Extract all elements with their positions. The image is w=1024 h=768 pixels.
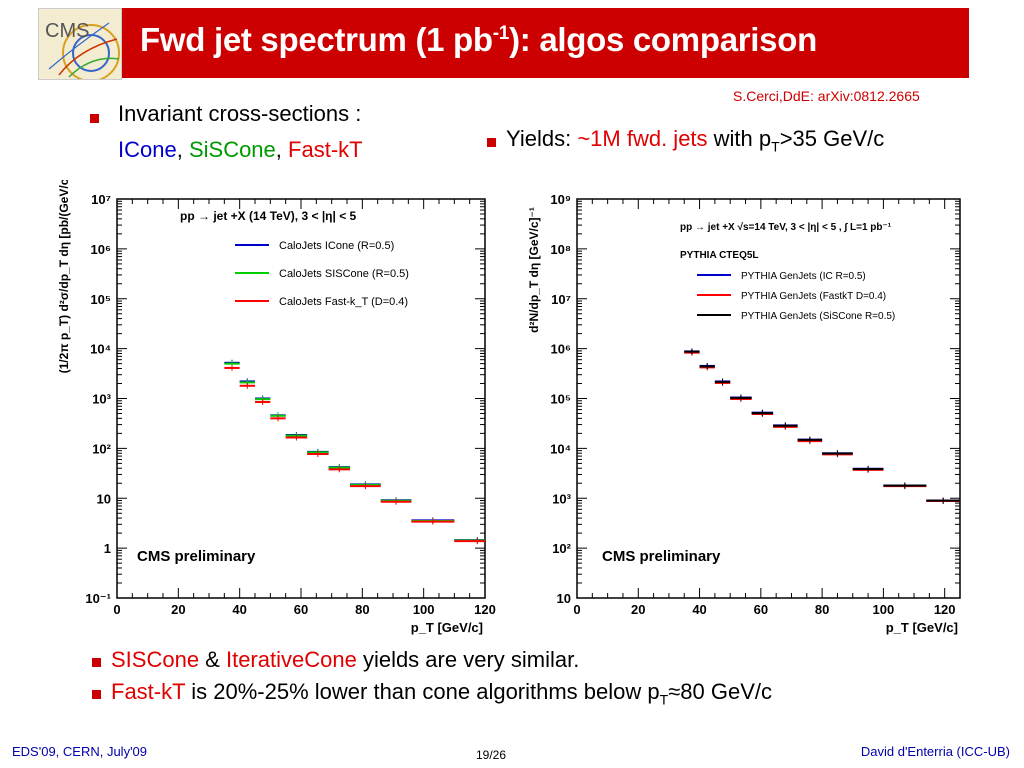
- chart-title: pp → jet +X (14 TeV), 3 < |η| < 5: [180, 209, 357, 223]
- title-bar: [38, 8, 969, 78]
- y-tick-label: 10⁹: [550, 192, 571, 207]
- y-tick-label: 10: [97, 491, 111, 506]
- bullet-marker: [487, 138, 496, 147]
- bullet-marker: [90, 114, 99, 123]
- svg-text:CMS: CMS: [45, 20, 89, 42]
- page-number: 19/26: [476, 748, 507, 762]
- yields-chart: 0 20 40 60 80 100 120 10 10² 10³ 10⁴ 10⁵ 10⁶ 10⁷ 10⁸ 10…: [527, 192, 961, 635]
- y-tick-label: 10⁴: [550, 441, 571, 456]
- legend-label: CaloJets SISCone (R=0.5): [279, 268, 409, 280]
- x-tick-label: 40: [232, 602, 246, 617]
- x-tick-label: 100: [413, 602, 435, 617]
- y-tick-label: 10⁵: [90, 292, 111, 307]
- chart-subtitle: PYTHIA CTEQ5L: [680, 250, 759, 261]
- y-axis-label: d²N/dp_T dη [GeV/c]⁻¹: [527, 207, 541, 333]
- y-tick-label: 10⁷: [91, 192, 111, 207]
- bullet-cone-similarity: SISCone & IterativeCone yields are very …: [111, 647, 580, 672]
- y-tick-label: 10⁸: [550, 242, 571, 257]
- x-tick-label: 80: [355, 602, 369, 617]
- legend-label: CaloJets Fast-k_T (D=0.4): [279, 296, 408, 308]
- x-tick-label: 0: [573, 602, 580, 617]
- y-tick-label: 10⁶: [91, 242, 111, 257]
- bullet-marker: [92, 690, 101, 699]
- y-tick-label: 10²: [92, 441, 111, 456]
- bullet-marker: [92, 658, 101, 667]
- cms-preliminary-label: CMS preliminary: [602, 548, 721, 565]
- x-axis-label: p_T [GeV/c]: [411, 620, 483, 635]
- x-tick-label: 0: [113, 602, 120, 617]
- legend-label: CaloJets ICone (R=0.5): [279, 240, 394, 252]
- cms-logo: CMS: [38, 8, 122, 82]
- bullet-fastkt-lower: Fast-kT is 20%-25% lower than cone algor…: [111, 679, 772, 708]
- x-tick-label: 100: [873, 602, 895, 617]
- x-tick-label: 20: [171, 602, 185, 617]
- footer-event: EDS'09, CERN, July'09: [12, 744, 148, 759]
- x-tick-label: 120: [934, 602, 956, 617]
- y-tick-label: 10³: [92, 392, 111, 407]
- legend-label: PYTHIA GenJets (SiSCone R=0.5): [741, 311, 895, 322]
- chart-title: pp → jet +X √s=14 TeV, 3 < |η| < 5 , ∫ L…: [680, 222, 892, 233]
- x-tick-label: 80: [815, 602, 829, 617]
- bullet-cross-sections: Invariant cross-sections :: [118, 101, 362, 126]
- y-tick-label: 10⁵: [550, 392, 571, 407]
- bullet-yields: Yields: ~1M fwd. jets with pT>35 GeV/c: [506, 126, 885, 155]
- plot-frame: [116, 198, 486, 599]
- y-axis-label: (1/2π p_T) d²σ/dp_T dη [pb/(GeV/c)²]: [57, 180, 71, 373]
- slide-title: Fwd jet spectrum (1 pb-1): algos compari…: [140, 21, 817, 58]
- x-tick-label: 20: [631, 602, 645, 617]
- plot-frame: [576, 198, 961, 599]
- x-tick-label: 60: [754, 602, 768, 617]
- y-tick-label: 10⁶: [551, 342, 571, 357]
- legend-label: PYTHIA GenJets (IC R=0.5): [741, 271, 866, 282]
- y-tick-label: 10³: [552, 491, 571, 506]
- bullet-algorithms: ICone, SiSCone, Fast-kT: [118, 137, 363, 162]
- y-tick-label: 1: [104, 541, 111, 556]
- x-tick-label: 120: [474, 602, 496, 617]
- cross-section-chart: 0 20 40 60 80 100 120 10⁻¹ 1 10 10² 10³ 10⁴ 10⁵ 10⁶ 10⁷…: [57, 180, 496, 635]
- x-axis-label: p_T [GeV/c]: [886, 620, 958, 635]
- reference-citation: S.Cerci,DdE: arXiv:0812.2665: [733, 88, 920, 104]
- x-tick-label: 40: [692, 602, 706, 617]
- legend-label: PYTHIA GenJets (FastkT D=0.4): [741, 291, 886, 302]
- footer-author: David d'Enterria (ICC-UB): [860, 744, 1010, 759]
- x-tick-label: 60: [294, 602, 308, 617]
- y-tick-label: 10: [557, 591, 571, 606]
- y-tick-label: 10⁻¹: [85, 591, 111, 606]
- cms-preliminary-label: CMS preliminary: [137, 548, 256, 565]
- y-tick-label: 10²: [552, 541, 571, 556]
- cms-logo-graphic: CMS: [39, 9, 121, 82]
- y-tick-label: 10⁷: [551, 292, 571, 307]
- y-tick-label: 10⁴: [90, 342, 111, 357]
